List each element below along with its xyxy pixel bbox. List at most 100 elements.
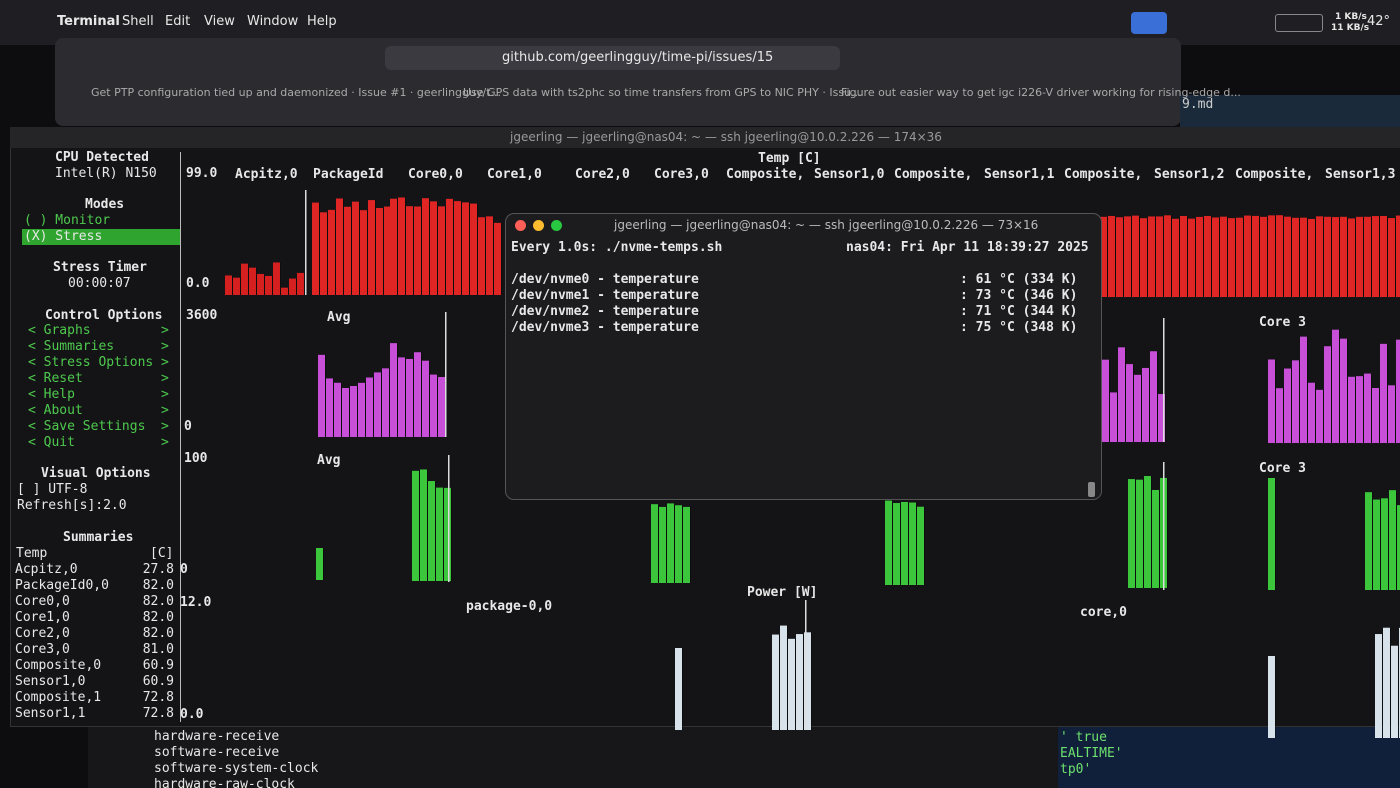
heading: Control Options — [45, 308, 163, 323]
graph-bar — [1348, 218, 1355, 297]
summary-value: 60.9 — [142, 658, 174, 673]
column-header: Sensor1,3 — [1325, 167, 1396, 182]
column-header: Composite, — [894, 167, 973, 182]
graph-bar — [1188, 218, 1195, 297]
temperature: : 73 °C (346 K) — [960, 288, 1078, 303]
graph-bar — [335, 209, 336, 295]
status-icon[interactable] — [1131, 12, 1167, 34]
zoom-button[interactable] — [551, 220, 562, 231]
net-down: 11 KB/s — [1331, 23, 1370, 33]
tab: Figure out easier way to get igc i226-V … — [841, 86, 1241, 99]
graph-bar — [659, 506, 666, 583]
graph-bar — [1372, 388, 1379, 443]
graph-bar — [248, 263, 249, 295]
graph-bar — [1115, 215, 1116, 297]
url-bar[interactable] — [385, 46, 840, 70]
terminal-line: hardware-receive — [154, 729, 280, 744]
menu-arrow: > — [161, 403, 169, 418]
graph-bar — [1372, 216, 1379, 297]
graph-bar — [445, 206, 446, 295]
graph-bar — [1332, 329, 1339, 443]
graph-label: package-0,0 — [466, 599, 553, 614]
graph-bar — [675, 648, 682, 730]
graph-bar — [1141, 374, 1142, 442]
graph-bar — [397, 343, 398, 437]
summary-label: Core2,0 — [15, 626, 70, 641]
close-button[interactable] — [515, 220, 526, 231]
menu-option[interactable]: < Reset — [28, 371, 83, 386]
summary-value: 82.0 — [142, 594, 174, 609]
graph-bar — [1134, 374, 1141, 442]
graph-bar — [1227, 216, 1228, 297]
graph-bar — [690, 506, 691, 583]
graph-bar — [1355, 376, 1356, 443]
graph-bar — [451, 487, 452, 581]
graph-bar — [1260, 216, 1267, 297]
graph-bar — [461, 201, 462, 295]
url: github.com/geerlingguy/time-pi/issues/15 — [502, 50, 774, 65]
graph-bar — [1284, 216, 1291, 297]
menu-option[interactable]: < Quit — [28, 435, 75, 450]
menu-arrow: > — [161, 339, 169, 354]
graph-bar — [406, 358, 413, 437]
graph-bar — [1179, 218, 1180, 297]
watch-header: Every 1.0s: ./nvme-temps.sh — [511, 240, 723, 255]
menu-arrow: > — [161, 355, 169, 370]
axis-label: 3600 — [186, 308, 218, 323]
graph-bar — [1364, 373, 1371, 443]
heading: Modes — [85, 197, 125, 212]
graph-bar — [1125, 347, 1126, 442]
graph-bar — [360, 210, 367, 295]
menu-item: Window — [247, 14, 299, 29]
menu-arrow: > — [161, 435, 169, 450]
graph-bar — [233, 277, 240, 295]
menu-arrow: > — [161, 419, 169, 434]
selected-mode[interactable] — [22, 229, 180, 245]
graph-bar — [1372, 492, 1373, 590]
graph-bar — [333, 378, 334, 437]
graph-label: Avg — [327, 310, 351, 325]
graph-bar — [666, 506, 667, 583]
graph-bar — [1187, 215, 1188, 297]
timer: 00:00:07 — [68, 276, 131, 291]
window-title: jgeerling — jgeerling@nas04: ~ — ssh jge… — [614, 218, 1039, 232]
menu-option[interactable]: < Save Settings — [28, 419, 146, 434]
graph-bar — [367, 210, 368, 295]
summary-label: Acpitz,0 — [15, 562, 78, 577]
device: /dev/nvme0 - temperature — [511, 272, 699, 287]
graph-bar — [1116, 217, 1123, 297]
code-line: EALTIME' — [1060, 746, 1123, 761]
menu-item: Edit — [165, 14, 191, 29]
graph-bar — [438, 206, 445, 295]
menu-option[interactable]: < Graphs — [28, 323, 91, 338]
graph-bar — [1276, 388, 1283, 443]
minimize-button[interactable] — [533, 220, 544, 231]
graph-bar — [334, 382, 341, 437]
graph-bar — [1292, 217, 1299, 297]
menu-option[interactable]: < About — [28, 403, 83, 418]
menu-option[interactable]: < Summaries — [28, 339, 115, 354]
graph-label: Core 3 — [1259, 315, 1306, 330]
graph-bar — [1158, 394, 1165, 442]
menu-option[interactable]: < Help — [28, 387, 75, 402]
graph-bar — [327, 212, 328, 295]
graph-bar — [787, 625, 788, 730]
summary-label: Composite,0 — [15, 658, 102, 673]
graph-bar — [390, 343, 397, 437]
graph-bar — [1118, 347, 1125, 442]
graph-bar — [772, 634, 779, 730]
graph-bar — [1383, 627, 1390, 738]
graph-bar — [1382, 634, 1383, 738]
graph-bar — [1340, 216, 1347, 297]
graph-bar — [1220, 216, 1227, 297]
graph-bar — [1143, 479, 1144, 588]
axis-label: 0 — [184, 419, 192, 434]
graph-bar — [1163, 318, 1165, 442]
summary-value: 60.9 — [142, 674, 174, 689]
graph-label: Core 3 — [1259, 461, 1306, 476]
terminal-line: software-receive — [154, 745, 280, 760]
menu-option[interactable]: < Stress Options — [28, 355, 154, 370]
graph-bar — [1316, 216, 1323, 297]
graph-bar — [1131, 216, 1132, 297]
graph-bar — [420, 469, 427, 581]
